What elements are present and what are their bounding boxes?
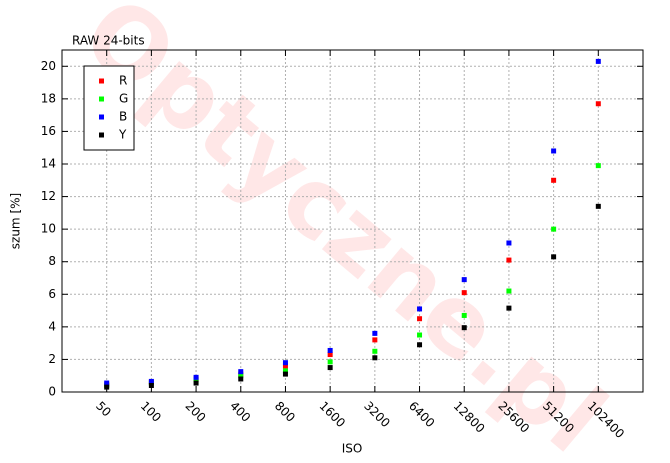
x-tick-label: 100 [138,399,164,425]
point [417,306,423,312]
point [595,163,601,169]
legend-marker [99,114,104,120]
legend-marker [99,78,104,84]
point [372,330,378,336]
point [461,277,467,283]
point [461,312,467,318]
point [595,101,601,107]
point [282,363,288,369]
point [282,371,288,377]
legend-box [83,65,135,151]
point [506,288,512,294]
plot-frame [61,49,644,393]
point [104,384,110,390]
point [238,373,244,379]
y-tick-label: 2 [48,352,56,366]
point [104,380,110,386]
point [506,257,512,263]
point [551,254,557,260]
point [551,177,557,183]
x-tick-label: 3200 [361,399,392,430]
legend-label: G [119,92,128,106]
point [193,374,199,380]
y-tick-label: 4 [48,319,56,333]
y-tick-label: 12 [41,189,56,203]
x-tick-label: 800 [272,399,298,425]
legend-marker [99,96,104,102]
x-tick-label: 1600 [317,399,348,430]
y-tick-label: 16 [41,124,56,138]
chart-title: RAW 24-bits [72,34,145,48]
point [238,369,244,375]
point [417,332,423,338]
point [372,348,378,354]
watermark: Optyczne.pl [62,0,627,463]
point [238,376,244,382]
y-tick-label: 10 [41,222,56,236]
point [327,352,333,358]
point [327,365,333,371]
x-tick-label: 50 [93,399,114,420]
legend-label: Y [118,128,127,142]
point [327,347,333,353]
point [417,316,423,322]
point [595,203,601,209]
x-tick-label: 200 [182,399,208,425]
legend-label: R [119,74,127,88]
point [417,342,423,348]
x-tick-label: 6400 [406,399,437,430]
point [282,360,288,366]
point [506,240,512,246]
legend-marker [99,132,104,138]
point [193,380,199,386]
y-tick-label: 8 [48,254,56,268]
x-axis-label: ISO [342,442,363,456]
y-tick-label: 0 [48,385,56,399]
y-tick-label: 6 [48,287,56,301]
point [551,148,557,154]
point [372,355,378,361]
x-tick-label: 400 [227,399,253,425]
point [506,305,512,311]
point [551,226,557,232]
point [282,368,288,374]
y-axis-label: szum [%] [9,193,23,249]
point [327,359,333,365]
point [372,337,378,343]
legend-label: B [119,110,127,124]
point [148,382,154,388]
point [148,378,154,384]
y-tick-label: 14 [41,157,56,171]
y-tick-label: 18 [41,91,56,105]
y-tick-label: 20 [41,59,56,73]
point [461,290,467,296]
point [595,58,601,64]
point [461,325,467,331]
